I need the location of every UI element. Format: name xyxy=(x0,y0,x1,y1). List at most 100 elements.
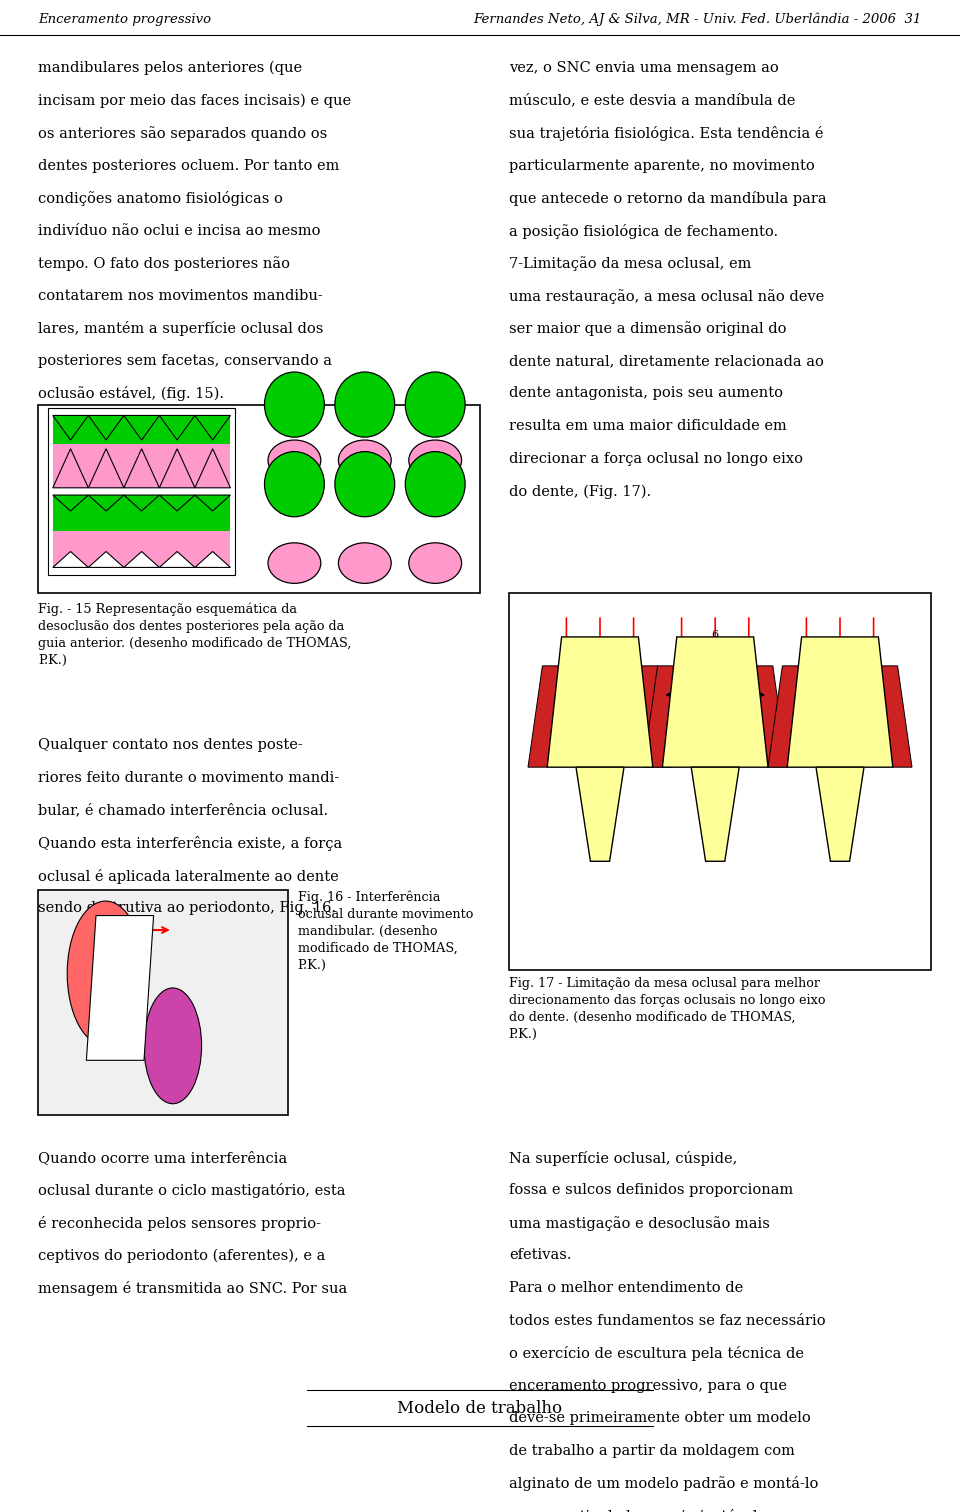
Text: uma restauração, a mesa oclusal não deve: uma restauração, a mesa oclusal não deve xyxy=(509,289,824,304)
Polygon shape xyxy=(547,637,653,767)
Polygon shape xyxy=(195,552,230,567)
Polygon shape xyxy=(86,916,154,1060)
Text: posteriores sem facetas, conservando a: posteriores sem facetas, conservando a xyxy=(38,354,332,367)
Polygon shape xyxy=(88,449,124,488)
Polygon shape xyxy=(768,665,802,767)
Polygon shape xyxy=(124,494,159,511)
Text: 6: 6 xyxy=(711,631,719,640)
Text: de trabalho a partir da moldagem com: de trabalho a partir da moldagem com xyxy=(509,1444,795,1458)
Text: fossa e sulcos definidos proporcionam: fossa e sulcos definidos proporcionam xyxy=(509,1184,793,1198)
Bar xyxy=(53,494,230,531)
Text: Fernandes Neto, AJ & Silva, MR - Univ. Fed. Uberlândia - 2006  31: Fernandes Neto, AJ & Silva, MR - Univ. F… xyxy=(473,12,922,26)
Ellipse shape xyxy=(67,901,144,1046)
Bar xyxy=(38,891,288,1114)
Text: sendo destrutiva ao periodonto, Fig. 16.: sendo destrutiva ao periodonto, Fig. 16. xyxy=(38,901,337,915)
Text: tempo. O fato dos posteriores não: tempo. O fato dos posteriores não xyxy=(38,256,290,271)
Polygon shape xyxy=(124,449,159,488)
Ellipse shape xyxy=(265,452,324,517)
Polygon shape xyxy=(643,665,677,767)
Text: do dente, (Fig. 17).: do dente, (Fig. 17). xyxy=(509,484,651,499)
Text: 10: 10 xyxy=(708,680,722,691)
Ellipse shape xyxy=(144,987,202,1104)
Polygon shape xyxy=(159,552,195,567)
Polygon shape xyxy=(53,494,88,511)
Text: contatarem nos movimentos mandibu-: contatarem nos movimentos mandibu- xyxy=(38,289,324,302)
Text: músculo, e este desvia a mandíbula de: músculo, e este desvia a mandíbula de xyxy=(509,94,795,107)
Polygon shape xyxy=(53,416,88,440)
Polygon shape xyxy=(195,416,230,440)
Text: Na superfície oclusal, cúspide,: Na superfície oclusal, cúspide, xyxy=(509,1151,737,1166)
Text: lares, mantém a superfície oclusal dos: lares, mantém a superfície oclusal dos xyxy=(38,322,324,336)
Bar xyxy=(38,405,480,594)
Ellipse shape xyxy=(335,372,395,437)
Text: todos estes fundamentos se faz necessário: todos estes fundamentos se faz necessári… xyxy=(509,1314,826,1328)
Polygon shape xyxy=(878,665,912,767)
Text: Quando esta interferência existe, a força: Quando esta interferência existe, a forç… xyxy=(38,836,343,851)
Text: dente antagonista, pois seu aumento: dente antagonista, pois seu aumento xyxy=(509,387,782,401)
Polygon shape xyxy=(638,665,672,767)
Polygon shape xyxy=(528,665,562,767)
Polygon shape xyxy=(88,494,124,511)
Ellipse shape xyxy=(265,372,324,437)
Text: resulta em uma maior dificuldade em: resulta em uma maior dificuldade em xyxy=(509,419,786,432)
Ellipse shape xyxy=(405,372,465,437)
Text: direcionar a força oclusal no longo eixo: direcionar a força oclusal no longo eixo xyxy=(509,452,803,466)
Text: 7-Limitação da mesa oclusal, em: 7-Limitação da mesa oclusal, em xyxy=(509,256,751,271)
Polygon shape xyxy=(124,552,159,567)
Text: o exercício de escultura pela técnica de: o exercício de escultura pela técnica de xyxy=(509,1346,804,1361)
Text: incisam por meio das faces incisais) e que: incisam por meio das faces incisais) e q… xyxy=(38,94,351,107)
Polygon shape xyxy=(195,449,230,488)
Text: oclusal durante o ciclo mastigatório, esta: oclusal durante o ciclo mastigatório, es… xyxy=(38,1184,346,1199)
Text: alginato de um modelo padrão e montá-lo: alginato de um modelo padrão e montá-lo xyxy=(509,1477,818,1491)
Polygon shape xyxy=(159,494,195,511)
Ellipse shape xyxy=(339,543,392,584)
Text: bular, é chamado interferência oclusal.: bular, é chamado interferência oclusal. xyxy=(38,803,328,818)
Text: mensagem é transmitida ao SNC. Por sua: mensagem é transmitida ao SNC. Por sua xyxy=(38,1281,348,1296)
Text: Quando ocorre uma interferência: Quando ocorre uma interferência xyxy=(38,1151,288,1164)
Text: condições anatomo fisiológicas o: condições anatomo fisiológicas o xyxy=(38,191,283,206)
Text: Enceramento progressivo: Enceramento progressivo xyxy=(38,14,211,26)
Bar xyxy=(53,531,230,567)
Bar xyxy=(48,408,235,575)
Text: indivíduo não oclui e incisa ao mesmo: indivíduo não oclui e incisa ao mesmo xyxy=(38,224,321,237)
Bar xyxy=(509,594,931,969)
Polygon shape xyxy=(691,767,739,862)
Text: mandibulares pelos anteriores (que: mandibulares pelos anteriores (que xyxy=(38,60,302,76)
Ellipse shape xyxy=(335,452,395,517)
Text: Modelo de trabalho: Modelo de trabalho xyxy=(397,1400,563,1417)
Polygon shape xyxy=(576,767,624,862)
Text: efetivas.: efetivas. xyxy=(509,1249,571,1263)
Polygon shape xyxy=(662,637,768,767)
Ellipse shape xyxy=(409,440,462,481)
Polygon shape xyxy=(88,416,124,440)
Polygon shape xyxy=(816,767,864,862)
Text: oclusão estável, (fig. 15).: oclusão estável, (fig. 15). xyxy=(38,387,225,402)
Text: ceptivos do periodonto (aferentes), e a: ceptivos do periodonto (aferentes), e a xyxy=(38,1249,325,1263)
Polygon shape xyxy=(159,449,195,488)
Text: Fig. 17 - Limitação da mesa oclusal para melhor
direcionamento das forças oclusa: Fig. 17 - Limitação da mesa oclusal para… xyxy=(509,977,826,1042)
Polygon shape xyxy=(88,552,124,567)
Text: deve-se primeiramente obter um modelo: deve-se primeiramente obter um modelo xyxy=(509,1411,810,1426)
Text: que antecede o retorno da mandíbula para: que antecede o retorno da mandíbula para xyxy=(509,191,827,206)
Text: oclusal é aplicada lateralmente ao dente: oclusal é aplicada lateralmente ao dente xyxy=(38,868,339,883)
Polygon shape xyxy=(124,416,159,440)
Polygon shape xyxy=(159,416,195,440)
Text: Fig. - 15 Representação esquemática da
desoclusão dos dentes posteriores pela aç: Fig. - 15 Representação esquemática da d… xyxy=(38,602,351,667)
Text: a posição fisiológica de fechamento.: a posição fisiológica de fechamento. xyxy=(509,224,778,239)
Text: dentes posteriores ocluem. Por tanto em: dentes posteriores ocluem. Por tanto em xyxy=(38,159,340,172)
Text: em um articulador semi-ajustável.: em um articulador semi-ajustável. xyxy=(509,1509,762,1512)
Polygon shape xyxy=(787,637,893,767)
Polygon shape xyxy=(754,665,787,767)
Text: os anteriores são separados quando os: os anteriores são separados quando os xyxy=(38,125,327,141)
Text: sua trajetória fisiológica. Esta tendência é: sua trajetória fisiológica. Esta tendênc… xyxy=(509,125,824,141)
Text: enceramento progressivo, para o que: enceramento progressivo, para o que xyxy=(509,1379,787,1393)
Bar xyxy=(53,445,230,488)
Text: Qualquer contato nos dentes poste-: Qualquer contato nos dentes poste- xyxy=(38,738,303,753)
Text: dente natural, diretamente relacionada ao: dente natural, diretamente relacionada a… xyxy=(509,354,824,367)
Bar xyxy=(53,416,230,445)
Ellipse shape xyxy=(409,543,462,584)
Ellipse shape xyxy=(268,543,321,584)
Text: riores feito durante o movimento mandi-: riores feito durante o movimento mandi- xyxy=(38,771,340,785)
Ellipse shape xyxy=(405,452,465,517)
Polygon shape xyxy=(53,449,88,488)
